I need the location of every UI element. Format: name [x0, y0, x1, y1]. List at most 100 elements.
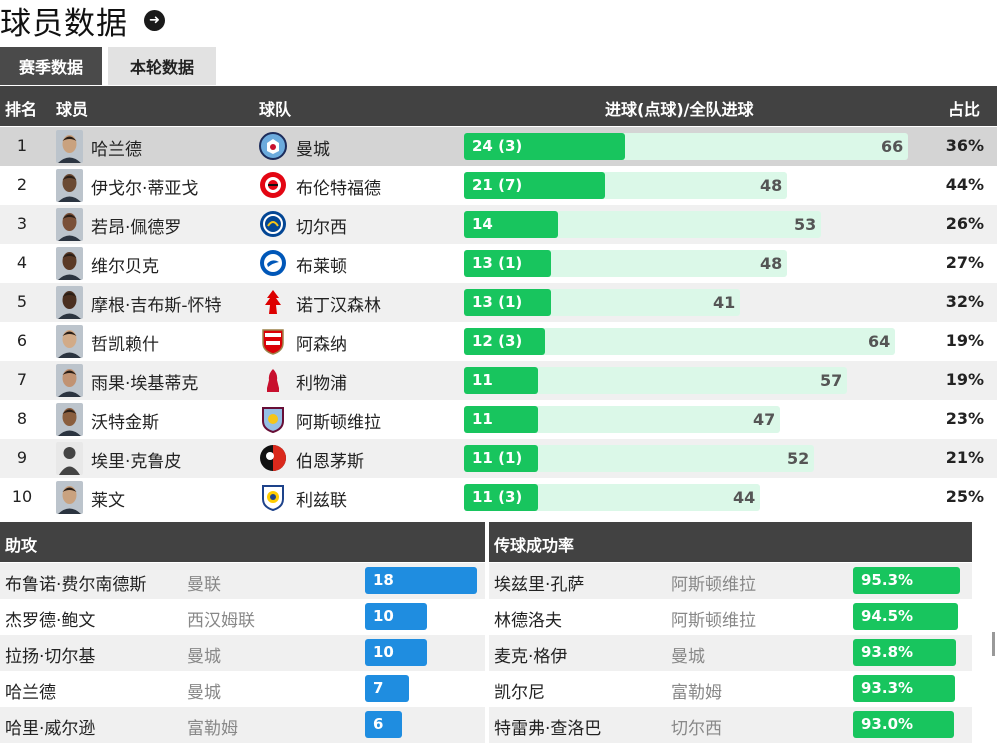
team-name[interactable]: 曼联	[187, 575, 221, 595]
player-goals-label: 13 (1)	[472, 293, 523, 311]
list-item[interactable]: 林德洛夫 阿斯顿维拉 94.5%	[489, 599, 972, 635]
team-name[interactable]: 布伦特福德	[296, 179, 381, 199]
list-item[interactable]: 埃兹里·孔萨 阿斯顿维拉 95.3%	[489, 563, 972, 599]
player-name[interactable]: 凯尔尼	[494, 683, 545, 703]
scrollbar[interactable]	[992, 632, 995, 656]
team-name[interactable]: 阿斯顿维拉	[671, 575, 756, 595]
player-avatar	[56, 442, 83, 475]
player-name[interactable]: 埃里·克鲁皮	[91, 452, 182, 472]
team-name[interactable]: 切尔西	[671, 719, 722, 739]
team-name[interactable]: 诺丁汉森林	[296, 296, 381, 316]
player-name[interactable]: 伊戈尔·蒂亚戈	[91, 179, 199, 199]
team-name[interactable]: 利物浦	[296, 374, 347, 394]
player-goals-label: 12 (3)	[472, 332, 523, 350]
table-row[interactable]: 8 沃特金斯 阿斯顿维拉 11 47 23%	[0, 400, 997, 439]
team-name[interactable]: 阿斯顿维拉	[671, 611, 756, 631]
team-name[interactable]: 阿斯顿维拉	[296, 413, 381, 433]
player-goals-bar	[464, 445, 538, 472]
team-crest-icon	[259, 132, 287, 160]
team-crest-icon	[260, 445, 286, 471]
player-name[interactable]: 林德洛夫	[494, 611, 562, 631]
player-goals-label: 24 (3)	[472, 137, 523, 155]
table-row[interactable]: 9 埃里·克鲁皮 伯恩茅斯 11 (1) 52 21%	[0, 439, 997, 478]
player-name[interactable]: 哲凯赖什	[91, 335, 159, 355]
player-name[interactable]: 哈兰德	[91, 140, 142, 160]
table-row[interactable]: 5 摩根·吉布斯-怀特 诺丁汉森林 13 (1) 41 32%	[0, 283, 997, 322]
header-team: 球队	[259, 100, 292, 119]
list-item[interactable]: 哈兰德 曼城 7	[0, 671, 485, 707]
rank-cell: 3	[16, 214, 28, 233]
list-item[interactable]: 布鲁诺·费尔南德斯 曼联 18	[0, 563, 485, 599]
list-item[interactable]: 凯尔尼 富勒姆 93.3%	[489, 671, 972, 707]
table-row[interactable]: 4 维尔贝克 布莱顿 13 (1) 48 27%	[0, 244, 997, 283]
player-name[interactable]: 摩根·吉布斯-怀特	[91, 296, 222, 316]
scorers-table-header: 排名 球员 球队 进球(点球)/全队进球 占比	[0, 86, 997, 126]
player-goals-bar	[464, 250, 551, 277]
table-row[interactable]: 2 伊戈尔·蒂亚戈 布伦特福德 21 (7) 48 44%	[0, 166, 997, 205]
team-name[interactable]: 伯恩茅斯	[296, 452, 364, 472]
player-name[interactable]: 哈兰德	[5, 683, 56, 703]
player-name[interactable]: 拉扬·切尔基	[5, 647, 96, 667]
player-goals-label: 11 (1)	[472, 449, 523, 467]
team-name[interactable]: 曼城	[296, 140, 330, 160]
player-name[interactable]: 莱文	[91, 491, 125, 511]
assists-title: 助攻	[5, 536, 38, 555]
goal-share-pct: 25%	[945, 487, 984, 506]
player-name[interactable]: 埃兹里·孔萨	[494, 575, 585, 595]
player-name[interactable]: 若昂·佩德罗	[91, 218, 182, 238]
player-name[interactable]: 杰罗德·鲍文	[5, 611, 96, 631]
team-name[interactable]: 利兹联	[296, 491, 347, 511]
player-name[interactable]: 维尔贝克	[91, 257, 159, 277]
team-crest-icon	[262, 407, 284, 433]
player-name[interactable]: 雨果·埃基蒂克	[91, 374, 199, 394]
team-crest-icon	[265, 290, 281, 314]
team-name[interactable]: 曼城	[187, 683, 221, 703]
tab-round-stats[interactable]: 本轮数据	[108, 47, 216, 85]
player-goals-bar	[464, 211, 558, 238]
player-goals-bar	[464, 484, 538, 511]
list-item[interactable]: 杰罗德·鲍文 西汉姆联 10	[0, 599, 485, 635]
team-name[interactable]: 切尔西	[296, 218, 347, 238]
table-row[interactable]: 7 雨果·埃基蒂克 利物浦 11 57 19%	[0, 361, 997, 400]
list-item[interactable]: 麦克·格伊 曼城 93.8%	[489, 635, 972, 671]
stat-bar: 10	[365, 603, 427, 630]
tab-season-stats[interactable]: 赛季数据	[0, 47, 102, 85]
list-item[interactable]: 特雷弗·查洛巴 切尔西 93.0%	[489, 707, 972, 743]
rank-cell: 7	[16, 370, 28, 389]
table-row[interactable]: 1 哈兰德 曼城 24 (3) 66 36%	[0, 127, 997, 166]
player-avatar	[56, 208, 83, 241]
team-goals-label: 41	[713, 293, 736, 312]
team-name[interactable]: 西汉姆联	[187, 611, 255, 631]
player-name[interactable]: 布鲁诺·费尔南德斯	[5, 575, 147, 595]
page-title: 球员数据	[0, 5, 128, 42]
team-crest-icon	[260, 172, 286, 198]
arrow-right-circle-icon[interactable]: ➜	[144, 9, 165, 31]
list-item[interactable]: 拉扬·切尔基 曼城 10	[0, 635, 485, 671]
table-row[interactable]: 3 若昂·佩德罗 切尔西 14 53 26%	[0, 205, 997, 244]
stat-bar: 93.0%	[853, 711, 954, 738]
goal-share-pct: 21%	[945, 448, 984, 467]
team-crest-icon	[260, 250, 286, 276]
table-row[interactable]: 6 哲凯赖什 阿森纳 12 (3) 64 19%	[0, 322, 997, 361]
team-name[interactable]: 布莱顿	[296, 257, 347, 277]
player-goals-bar	[464, 367, 538, 394]
player-name[interactable]: 特雷弗·查洛巴	[494, 719, 602, 739]
team-name[interactable]: 富勒姆	[187, 719, 238, 739]
player-goals-bar	[464, 289, 551, 316]
team-name[interactable]: 富勒姆	[671, 683, 722, 703]
player-name[interactable]: 哈里·威尔逊	[5, 719, 96, 739]
player-name[interactable]: 麦克·格伊	[494, 647, 568, 667]
rank-cell: 5	[16, 292, 28, 311]
team-name[interactable]: 曼城	[187, 647, 221, 667]
player-avatar	[56, 364, 83, 397]
team-name[interactable]: 阿森纳	[296, 335, 347, 355]
table-row[interactable]: 10 莱文 利兹联 11 (3) 44 25%	[0, 478, 997, 517]
player-name[interactable]: 沃特金斯	[91, 413, 159, 433]
stat-bar: 6	[365, 711, 402, 738]
player-goals-label: 14	[472, 215, 493, 233]
team-goals-label: 48	[760, 254, 783, 273]
list-item[interactable]: 哈里·威尔逊 富勒姆 6	[0, 707, 485, 743]
team-goals-label: 52	[787, 449, 810, 468]
player-avatar	[56, 247, 83, 280]
team-name[interactable]: 曼城	[671, 647, 705, 667]
